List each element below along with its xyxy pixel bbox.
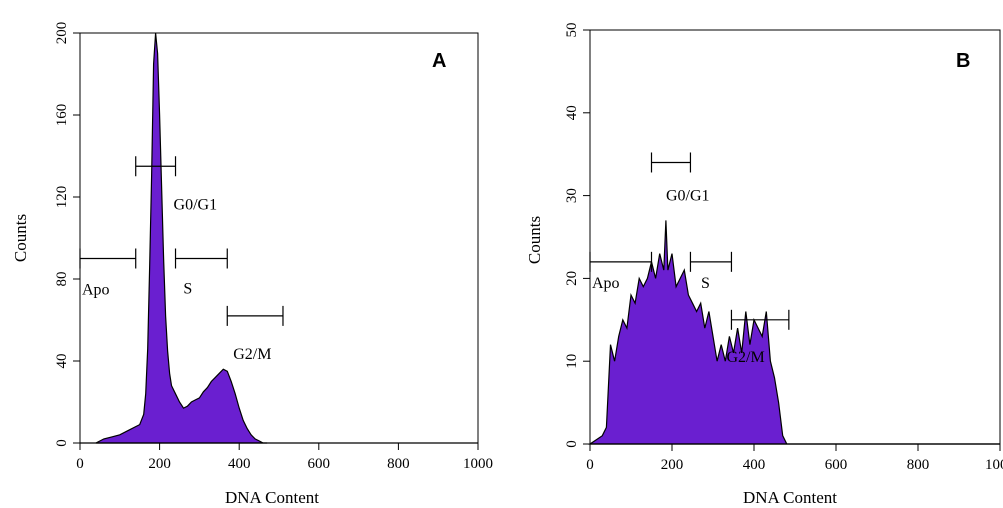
gate-apo: Apo	[589, 251, 653, 292]
x-tick-label-a: 400	[228, 456, 251, 472]
y-axis-title-a: Counts	[11, 214, 30, 262]
panel-label-b: B	[956, 50, 970, 72]
gate-label: G0/G1	[174, 196, 218, 213]
y-tick-label-a: 80	[54, 272, 70, 287]
gate-label: S	[701, 275, 710, 292]
y-tick-label-a: 160	[54, 104, 70, 127]
x-tick-label-b: 0	[586, 457, 594, 473]
gate-label: Apo	[82, 282, 110, 299]
x-tick-label-a: 600	[308, 456, 331, 472]
panel-b: Apo G0/G1 S G2/M 0 200 400 600 800 1000 0 10 20 30 40…	[525, 23, 1003, 508]
gate-label: S	[183, 281, 192, 298]
y-tick-label-b: 30	[564, 188, 580, 203]
y-tick-label-b: 10	[564, 354, 580, 369]
x-tick-label-b: 600	[825, 457, 848, 473]
gate-g2-m: G2/M	[726, 309, 790, 366]
x-tick-label-b: 800	[907, 457, 930, 473]
y-axis-title-b: Counts	[525, 216, 544, 264]
x-tick-label-b: 400	[743, 457, 766, 473]
gate-label: G2/M	[233, 346, 271, 363]
gate-label: G0/G1	[666, 187, 710, 204]
gate-g2-m: G2/M	[226, 305, 284, 363]
x-tick-label-a: 1000	[463, 456, 493, 472]
gate-s: S	[689, 251, 733, 292]
x-axis-title-b: DNA Content	[743, 488, 837, 507]
axes-a: 0 200 400 600 800 1000 0 40 80 120 160 200	[54, 22, 493, 472]
y-tick-label-a: 0	[54, 439, 70, 447]
gate-label: G2/M	[726, 349, 764, 366]
gate-s: S	[174, 248, 228, 298]
gate-apo: Apo	[79, 248, 137, 299]
gate-label: Apo	[592, 275, 620, 292]
histogram-area-a	[95, 32, 268, 444]
x-tick-label-b: 200	[661, 457, 684, 473]
y-tick-label-b: 0	[564, 440, 580, 448]
x-tick-label-a: 0	[76, 456, 84, 472]
y-tick-label-a: 120	[54, 186, 70, 209]
y-tick-label-b: 50	[564, 23, 580, 38]
plot-frame-a	[79, 32, 479, 444]
y-tick-label-b: 20	[564, 271, 580, 286]
y-tick-label-a: 200	[54, 22, 70, 45]
x-axis-title-a: DNA Content	[225, 488, 319, 507]
axes-b: 0 200 400 600 800 1000 0 10 20 30 40 50	[564, 23, 1003, 474]
gate-g0-g1: G0/G1	[650, 152, 710, 204]
x-tick-label-b: 1000	[985, 457, 1003, 473]
x-tick-label-a: 200	[148, 456, 171, 472]
y-tick-label-b: 40	[564, 105, 580, 120]
histogram-a	[80, 32, 478, 444]
panel-a: Apo G0/G1 S G2/M 0 200 400 600 800 1000 0 40 80 120 1…	[11, 22, 493, 507]
gate-g0-g1: G0/G1	[135, 156, 218, 213]
gates-b: Apo G0/G1 S G2/M	[589, 152, 790, 366]
panel-label-a: A	[432, 50, 446, 72]
x-tick-label-a: 800	[387, 456, 410, 472]
gates-a: Apo G0/G1 S G2/M	[79, 156, 284, 363]
y-tick-label-a: 40	[54, 354, 70, 369]
